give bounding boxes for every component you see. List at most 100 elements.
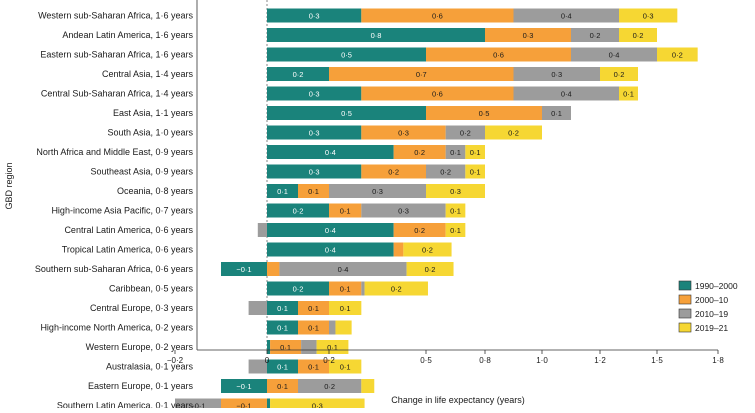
bar-segment bbox=[316, 340, 349, 354]
x-axis-title: Change in life expectancy (years) bbox=[391, 395, 525, 405]
bar-segment bbox=[361, 86, 514, 101]
segment-value-label: 0·2 bbox=[414, 148, 425, 157]
segment-value-label: 0·1 bbox=[623, 90, 634, 99]
bar-segment bbox=[426, 106, 542, 120]
y-axis-title: GBD region bbox=[4, 162, 14, 209]
bar-segment bbox=[329, 320, 336, 335]
segment-value-label: 0·1 bbox=[308, 304, 319, 313]
segment-value-label: 0·2 bbox=[633, 31, 644, 40]
bar-segment bbox=[267, 28, 485, 42]
segment-value-label: 0·3 bbox=[643, 12, 654, 21]
bar-segment bbox=[403, 242, 452, 257]
segment-value-label: 0·2 bbox=[590, 31, 601, 40]
bar-segment bbox=[426, 47, 571, 62]
segment-value-label: 0·3 bbox=[551, 70, 562, 79]
bar-segment bbox=[298, 320, 329, 335]
bar-segment bbox=[393, 223, 446, 237]
bar-segment bbox=[571, 47, 657, 62]
bar-segment bbox=[248, 301, 267, 315]
bar-segment bbox=[600, 67, 638, 81]
category-label: Central Asia, 1·4 years bbox=[102, 69, 194, 79]
bar-row: 0·3 0·6 0·4 0·3 bbox=[267, 8, 678, 23]
bar-row: 0·1 0·1 0·1 bbox=[248, 359, 362, 374]
bar-segment bbox=[267, 125, 362, 140]
bar-segment bbox=[465, 145, 485, 159]
bar-segment bbox=[445, 203, 466, 218]
segment-value-label: 0·2 bbox=[672, 51, 683, 60]
segment-value-label: 0·1 bbox=[450, 207, 461, 216]
legend-swatch bbox=[678, 322, 692, 333]
segment-value-label: 0·4 bbox=[325, 246, 336, 255]
category-label: Oceania, 0·8 years bbox=[117, 186, 194, 196]
bar-segment bbox=[393, 242, 404, 257]
bar-segment bbox=[257, 223, 267, 237]
segment-value-label: 0·1 bbox=[277, 324, 288, 333]
bar-segment bbox=[329, 184, 426, 198]
bar-segment bbox=[485, 28, 571, 42]
bar-segment bbox=[267, 67, 329, 81]
bar-segment bbox=[267, 86, 362, 101]
bar-segment bbox=[513, 67, 600, 81]
segment-value-label: 0·4 bbox=[325, 226, 336, 235]
segment-value-label: 0·1 bbox=[327, 343, 338, 352]
bar-segment bbox=[329, 203, 362, 218]
segment-value-label: 0·2 bbox=[388, 168, 399, 177]
bar-segment bbox=[361, 203, 446, 218]
bar-segment bbox=[426, 184, 485, 198]
bar-row: 0·3 0·6 0·4 0·1 bbox=[267, 86, 638, 101]
segment-value-label: −0·1 bbox=[236, 265, 251, 274]
segment-value-label: −0·1 bbox=[236, 382, 251, 391]
segment-value-label: 0·4 bbox=[561, 90, 572, 99]
segment-value-label: 0·2 bbox=[508, 129, 519, 138]
bar-row: 0·3 0·3 0·2 0·2 bbox=[267, 125, 542, 140]
bar-row: 0·5 0·5 0·1 bbox=[267, 106, 571, 120]
x-tick-label: 1·5 bbox=[651, 356, 663, 365]
bar-segment bbox=[619, 8, 678, 23]
segment-value-label: 0·3 bbox=[309, 168, 320, 177]
segment-value-label: 0·3 bbox=[309, 12, 320, 21]
x-tick-label: 0 bbox=[265, 356, 270, 365]
segment-value-label: 0·2 bbox=[293, 285, 304, 294]
bar-segment bbox=[267, 320, 298, 335]
bar-segment bbox=[361, 379, 375, 393]
bar-segment bbox=[267, 340, 271, 354]
bar-segment bbox=[513, 8, 619, 23]
bar-segment bbox=[329, 281, 362, 296]
bar-segment bbox=[329, 301, 362, 315]
segment-value-label: 0·2 bbox=[293, 207, 304, 216]
bar-row: 0·1 0·1 0·1 bbox=[248, 301, 362, 315]
segment-value-label: 0·3 bbox=[398, 207, 409, 216]
bar-row: 0·2 0·1 0·3 0·1 bbox=[267, 203, 466, 218]
bar-segment bbox=[465, 164, 485, 179]
segment-value-label: 0·1 bbox=[340, 363, 351, 372]
segment-value-label: 0·4 bbox=[338, 265, 349, 274]
bar-segment bbox=[267, 398, 271, 413]
category-labels-group: Western sub-Saharan Africa, 1·6 years And… bbox=[35, 11, 194, 411]
bar-row: 0·1 0·1 bbox=[267, 320, 352, 335]
x-tick-label: 0·8 bbox=[479, 356, 491, 365]
bar-segment bbox=[445, 145, 466, 159]
segment-value-label: 0·2 bbox=[425, 265, 436, 274]
bar-segment bbox=[329, 67, 514, 81]
segment-value-label: 0·4 bbox=[325, 148, 336, 157]
x-tick-label: 1·0 bbox=[536, 356, 548, 365]
category-label: Australasia, 0·1 years bbox=[106, 362, 194, 372]
x-axis-group bbox=[196, 0, 718, 351]
category-label: Eastern Europe, 0·1 years bbox=[88, 381, 194, 391]
category-label: Andean Latin America, 1·6 years bbox=[62, 30, 193, 40]
segment-value-label: 0·1 bbox=[308, 324, 319, 333]
bar-segment bbox=[298, 184, 329, 198]
segment-value-label: 0·1 bbox=[277, 304, 288, 313]
bar-segment bbox=[485, 125, 542, 140]
category-label: Western Europe, 0·2 years bbox=[86, 342, 194, 352]
segment-value-label: 0·6 bbox=[432, 12, 443, 21]
legend-label: 1990–2000 bbox=[695, 281, 738, 291]
category-label: South Asia, 1·0 years bbox=[107, 128, 193, 138]
segment-value-label: 0·5 bbox=[479, 109, 490, 118]
segment-value-label: 0·3 bbox=[523, 31, 534, 40]
bar-segment bbox=[657, 47, 698, 62]
category-label: Caribbean, 0·5 years bbox=[109, 284, 194, 294]
x-tick-label: 1·2 bbox=[594, 356, 606, 365]
category-label: Southeast Asia, 0·9 years bbox=[90, 167, 193, 177]
bar-row: −0·1 0·4 0·2 bbox=[221, 262, 454, 276]
